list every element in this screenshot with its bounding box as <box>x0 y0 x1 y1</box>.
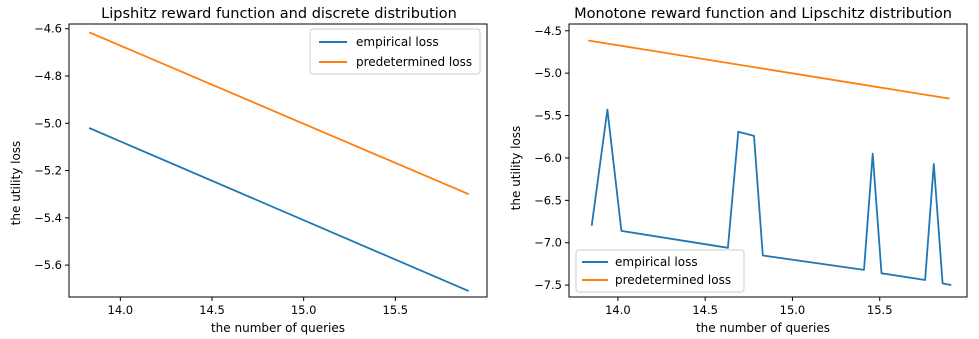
y-tick-label: −5.6 <box>34 258 62 272</box>
y-tick-label: −4.6 <box>34 22 62 36</box>
y-tick-label: −6.0 <box>534 151 562 165</box>
x-tick-label: 14.5 <box>692 303 718 317</box>
chart-title: Monotone reward function and Lipschitz d… <box>574 6 952 22</box>
axes-frame <box>68 23 488 298</box>
chart-right: Monotone reward function and Lipschitz d… <box>509 6 968 335</box>
legend: empirical loss predetermined loss <box>575 249 745 293</box>
y-tick-label: −5.0 <box>534 66 562 80</box>
legend-box <box>575 249 745 293</box>
y-axis-label: the utility loss <box>509 126 523 211</box>
series-line-0 <box>88 127 470 292</box>
legend-label-predetermined: predetermined loss <box>356 55 472 69</box>
x-tick-label: 15.0 <box>780 303 806 317</box>
legend-label-predetermined: predetermined loss <box>615 273 731 287</box>
x-tick-label: 15.5 <box>867 303 893 317</box>
axes-frame <box>568 23 968 298</box>
y-axis-label: the utility loss <box>9 141 23 226</box>
y-tick-label: −7.5 <box>534 278 562 292</box>
x-tick-label: 14.0 <box>605 303 631 317</box>
y-tick-label: −5.4 <box>34 211 62 225</box>
series-line-0 <box>590 108 952 286</box>
series-line-1 <box>588 39 950 100</box>
axis-ticks: 14.0 14.5 15.0 15.5 −5.6 −5.4 −5.2 −5.0 −4.8 −4.6 <box>34 22 408 317</box>
legend-box <box>309 28 481 75</box>
x-axis-label: the number of queries <box>696 321 830 335</box>
legend-label-empirical: empirical loss <box>356 35 439 49</box>
y-tick-label: −5.0 <box>34 116 62 130</box>
y-tick-label: −4.5 <box>534 24 562 38</box>
chart-left: Lipshitz reward function and discrete di… <box>9 6 488 335</box>
legend-label-empirical: empirical loss <box>615 255 698 269</box>
x-tick-label: 14.0 <box>108 303 134 317</box>
y-tick-label: −5.5 <box>534 109 562 123</box>
plot-area <box>588 39 952 286</box>
x-tick-label: 14.5 <box>199 303 225 317</box>
legend: empirical loss predetermined loss <box>309 28 481 75</box>
x-axis-label: the number of queries <box>211 321 345 335</box>
x-tick-label: 15.5 <box>383 303 409 317</box>
y-tick-label: −5.2 <box>34 164 62 178</box>
chart-title: Lipshitz reward function and discrete di… <box>101 6 457 22</box>
y-tick-label: −6.5 <box>534 193 562 207</box>
axis-ticks: 14.0 14.5 15.0 15.5 −7.5 −7.0 −6.5 −6.0 −5.5 −5.0… <box>534 24 892 317</box>
y-tick-label: −4.8 <box>34 69 62 83</box>
series-line-1 <box>88 31 470 196</box>
plot-area <box>88 31 470 292</box>
x-tick-label: 15.0 <box>291 303 317 317</box>
y-tick-label: −7.0 <box>534 236 562 250</box>
